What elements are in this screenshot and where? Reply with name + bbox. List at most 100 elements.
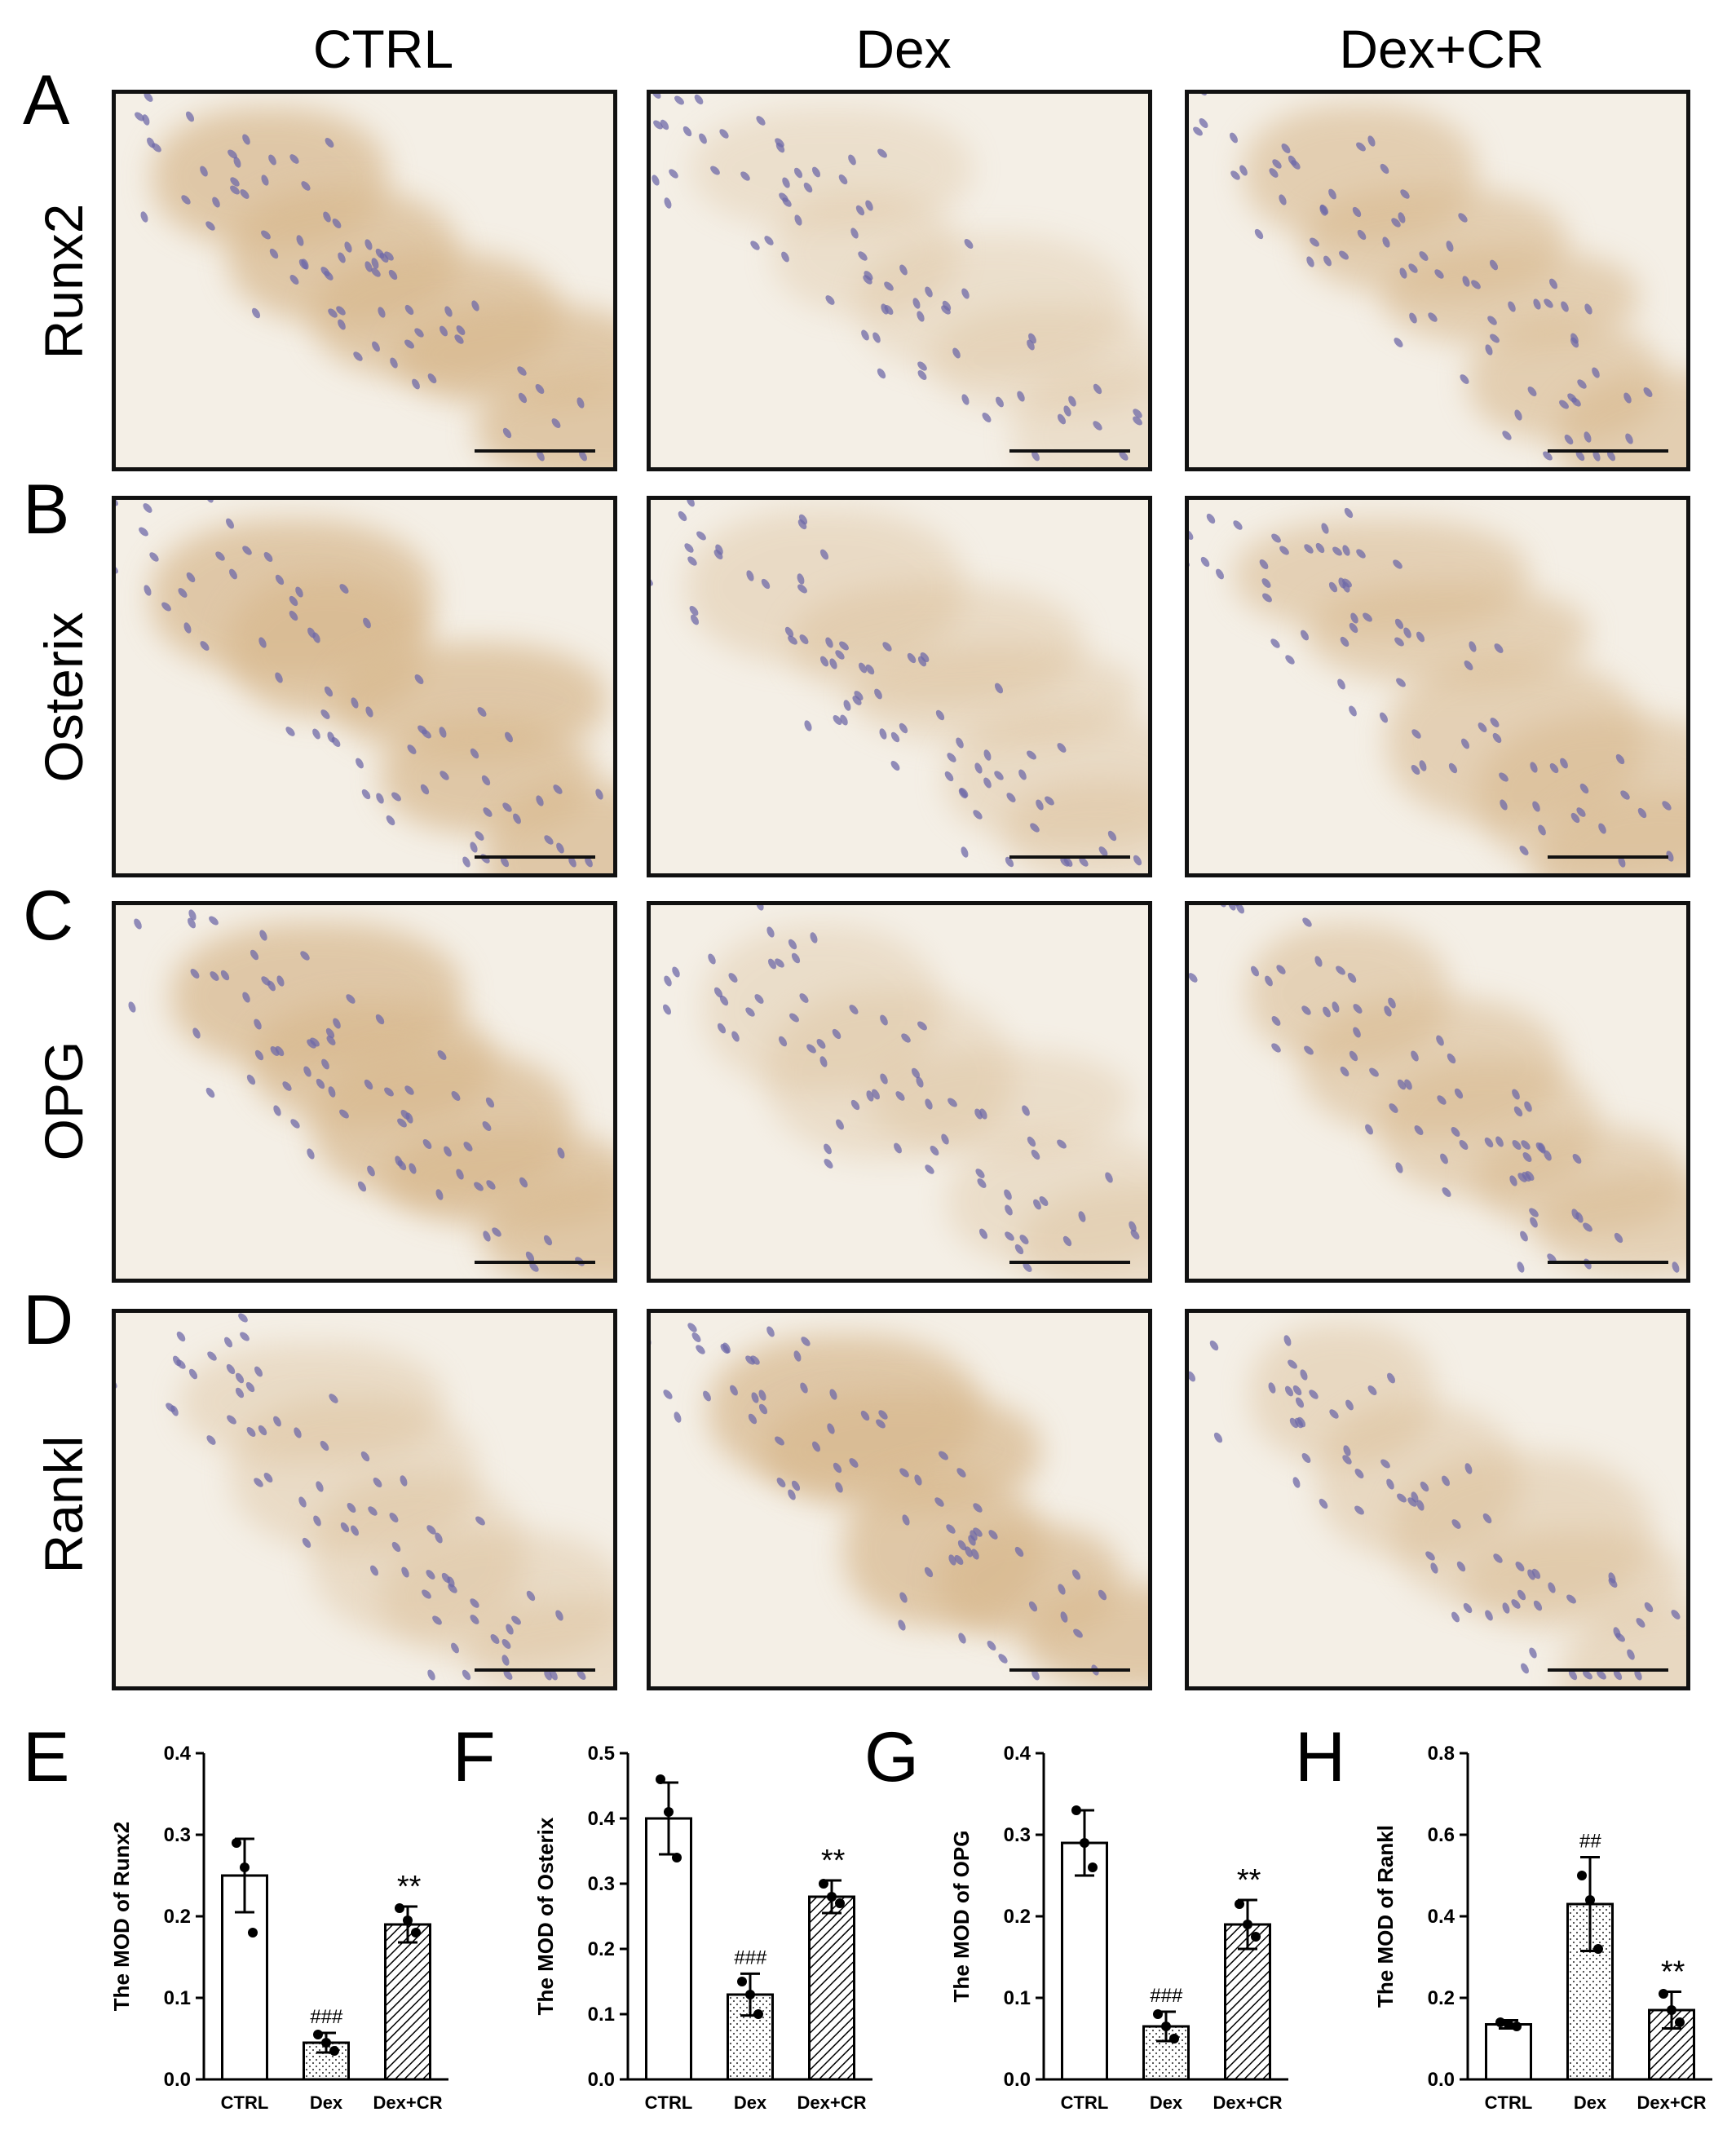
column-header-ctrl: CTRL (312, 19, 454, 79)
nucleus (661, 1388, 674, 1401)
micrograph-runx2-ctrl (112, 90, 617, 471)
y-tick-label: 0.2 (1428, 1987, 1455, 2009)
bar-ctrl (1485, 2023, 1532, 2081)
data-point (248, 1928, 258, 1938)
nucleus (116, 563, 121, 576)
data-point (672, 1853, 682, 1862)
scale-bar (475, 1261, 595, 1264)
nucleus (1335, 677, 1347, 691)
stain-region (691, 108, 973, 232)
row-label-runx2: Runx2 (33, 203, 94, 360)
micrograph-rankl-ctrl (112, 1309, 617, 1690)
panel-letter-e: E (23, 1718, 70, 1796)
stain-region (179, 1343, 444, 1462)
nucleus (1515, 1261, 1526, 1274)
row-label-osterix: Osterix (33, 612, 94, 783)
nucleus (923, 1163, 937, 1177)
y-axis-label: The MOD of Osterix (533, 1817, 558, 2015)
y-tick-label: 0.3 (588, 1873, 615, 1895)
data-point (753, 2009, 763, 2019)
nucleus (1342, 506, 1354, 519)
nucleus (1235, 905, 1247, 916)
nucleus (222, 1335, 234, 1349)
bar-ctrl (1061, 1841, 1108, 2081)
nucleus (468, 840, 479, 854)
nucleus (681, 125, 694, 139)
chart-osterix-svg: 0.0 0.1 0.2 0.3 0.4 0.5 The MOD of Osterix CTRL… (533, 1743, 872, 2113)
y-tick-label: 0.1 (164, 1987, 191, 2009)
scale-bar (475, 855, 595, 859)
nucleus (461, 855, 473, 869)
significance-label: ** (1659, 1955, 1685, 1990)
x-tick-label: Dex+CR (797, 2092, 867, 2113)
micrograph-runx2-dex (647, 90, 1152, 471)
scale-bar (1548, 1668, 1668, 1672)
significance-label: ** (1235, 1863, 1261, 1898)
nucleus (842, 698, 853, 712)
stain-region (855, 233, 1129, 377)
scale-bar (1009, 1668, 1130, 1672)
nucleus (1196, 94, 1209, 98)
nucleus (661, 974, 674, 988)
y-axis-label: The MOD of Rankl (1373, 1825, 1398, 2008)
nucleus (651, 173, 661, 188)
chart-runx2: 0.0 0.1 0.2 0.3 0.4 The MOD of Runx2 CTRL ### De… (90, 1729, 497, 2128)
stain-region (944, 711, 1148, 846)
micrograph-osterix-dex (647, 496, 1152, 877)
stain-region (1316, 1403, 1520, 1558)
bar-dex-cr (384, 1923, 431, 2081)
nucleus (661, 1002, 674, 1016)
nucleus (956, 1631, 969, 1645)
chart-runx2-svg: 0.0 0.1 0.2 0.3 0.4 The MOD of Runx2 CTRL ### De… (109, 1743, 448, 2113)
data-point (827, 1892, 837, 1902)
nucleus (1204, 512, 1217, 526)
nucleus (1216, 905, 1228, 908)
nucleus (822, 1156, 835, 1170)
data-point (1161, 2021, 1171, 2031)
panel-letter-g: G (864, 1718, 919, 1796)
data-point (1667, 2005, 1676, 2015)
nucleus (137, 525, 151, 538)
significance-label: ** (819, 1844, 845, 1878)
x-tick-label: Dex (310, 2092, 343, 2113)
y-tick-label: 0.6 (1428, 1824, 1455, 1846)
micrograph-osterix-ctrl (112, 496, 617, 877)
nucleus (1269, 637, 1282, 651)
scale-bar (1548, 855, 1668, 859)
data-point (1235, 1899, 1244, 1909)
micrograph-rankl-dex-cr (1185, 1309, 1690, 1690)
y-tick-label: 0.2 (588, 1938, 615, 1960)
data-point (664, 1807, 674, 1817)
nucleus (1392, 336, 1405, 350)
data-point (835, 1898, 845, 1908)
nucleus (685, 500, 697, 509)
data-point (656, 1774, 665, 1784)
nucleus (669, 965, 682, 979)
nucleus (648, 90, 660, 91)
nucleus (1199, 555, 1211, 568)
y-tick-label: 0.0 (1004, 2069, 1031, 2091)
nucleus (1231, 519, 1245, 532)
data-point (1504, 2019, 1513, 2030)
data-point (1675, 2017, 1685, 2027)
micrograph-opg-dex (647, 901, 1152, 1283)
nucleus (985, 1638, 998, 1652)
nucleus (1189, 528, 1195, 542)
x-tick-label: CTRL (221, 2092, 269, 2113)
nucleus (996, 1652, 1010, 1665)
row-label-opg: OPG (33, 1041, 94, 1161)
stain-region (1005, 781, 1148, 873)
chart-rankl-svg: 0.0 0.2 0.4 0.6 0.8 The MOD of Rankl CTRL ## Dex… (1373, 1743, 1712, 2113)
nucleus (360, 788, 372, 802)
nucleus (764, 1324, 776, 1338)
nucleus (1252, 227, 1266, 241)
nucleus (651, 575, 656, 589)
y-tick-label: 0.1 (1004, 1987, 1031, 2009)
nucleus (663, 196, 674, 210)
nucleus (384, 814, 397, 828)
nucleus (694, 1343, 707, 1357)
nucleus (204, 1086, 217, 1100)
data-point (1088, 1862, 1098, 1872)
x-tick-label: Dex (734, 2092, 767, 2113)
nucleus (140, 502, 154, 515)
